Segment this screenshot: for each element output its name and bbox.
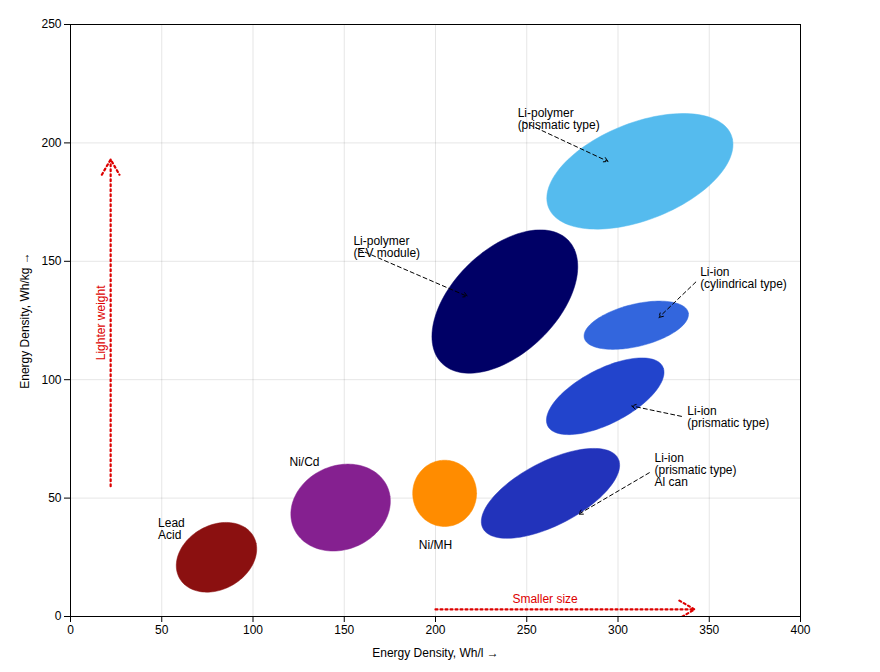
svg-text:350: 350 — [699, 623, 719, 637]
svg-text:Ni/Cd: Ni/Cd — [290, 455, 320, 469]
svg-text:Energy Density, Wh/l →: Energy Density, Wh/l → — [372, 646, 498, 660]
svg-text:100: 100 — [41, 373, 61, 387]
svg-text:50: 50 — [155, 623, 169, 637]
svg-text:150: 150 — [334, 623, 354, 637]
svg-text:Lighter weight: Lighter weight — [94, 285, 108, 360]
svg-text:200: 200 — [41, 136, 61, 150]
svg-text:Li-ion(prismatic type): Li-ion(prismatic type) — [687, 404, 769, 430]
svg-text:0: 0 — [55, 609, 62, 623]
svg-text:Ni/MH: Ni/MH — [419, 538, 452, 552]
svg-text:0: 0 — [67, 623, 74, 637]
svg-text:300: 300 — [608, 623, 628, 637]
svg-text:200: 200 — [425, 623, 445, 637]
svg-text:Energy Density, Wh/kg →: Energy Density, Wh/kg → — [18, 252, 32, 389]
svg-text:50: 50 — [48, 491, 62, 505]
svg-text:100: 100 — [243, 623, 263, 637]
svg-text:Li-ion(cylindrical type): Li-ion(cylindrical type) — [700, 265, 787, 291]
svg-text:Li-polymer(EV module): Li-polymer(EV module) — [353, 234, 420, 260]
svg-text:LeadAcid: LeadAcid — [158, 516, 185, 542]
svg-text:400: 400 — [790, 623, 810, 637]
svg-text:250: 250 — [517, 623, 537, 637]
svg-text:Li-ion(prismatic type)Al can: Li-ion(prismatic type)Al can — [655, 451, 737, 489]
svg-text:150: 150 — [41, 254, 61, 268]
svg-text:Li-polymer(prismatic type): Li-polymer(prismatic type) — [518, 106, 600, 132]
svg-text:250: 250 — [41, 17, 61, 31]
svg-text:Smaller size: Smaller size — [512, 592, 578, 606]
